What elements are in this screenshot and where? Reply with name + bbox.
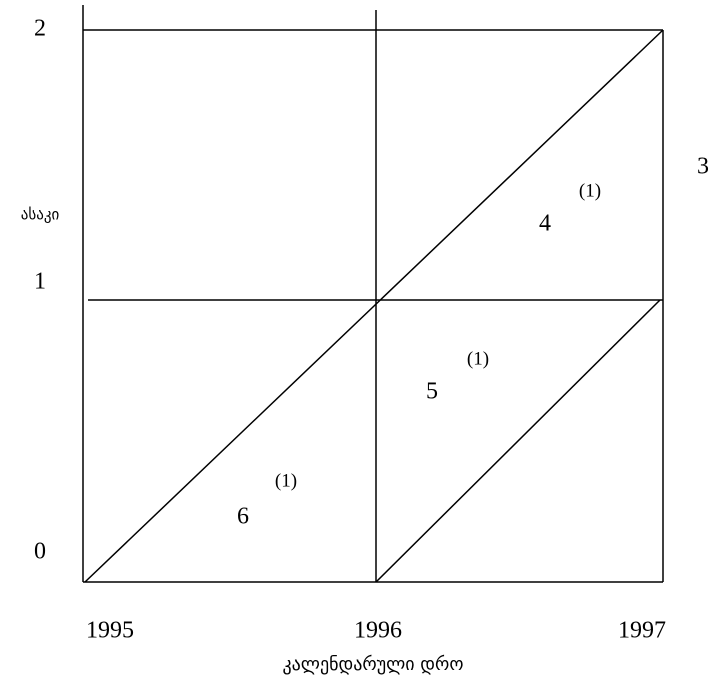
- region-label: 6: [237, 504, 249, 530]
- diagonal-line: [84, 29, 664, 583]
- region-note: (1): [467, 348, 489, 369]
- region-label: 5: [426, 379, 438, 405]
- y-tick-label: 2: [34, 16, 46, 42]
- y-tick-label: 1: [34, 269, 46, 295]
- region-note: (1): [579, 180, 601, 201]
- x-tick-label: 1997: [618, 618, 666, 644]
- y-axis-label: ასაკი: [21, 206, 60, 224]
- grid-lines: [82, 5, 664, 583]
- region-label: 4: [539, 211, 551, 237]
- x-axis-label: კალენდარული დრო: [282, 654, 463, 675]
- region-note: (1): [275, 470, 297, 491]
- diagonal-line: [375, 299, 661, 583]
- y-tick-label: 0: [34, 539, 46, 565]
- x-tick-label: 1996: [354, 618, 402, 644]
- x-tick-label: 1995: [86, 618, 134, 644]
- side-label: 3: [697, 154, 709, 180]
